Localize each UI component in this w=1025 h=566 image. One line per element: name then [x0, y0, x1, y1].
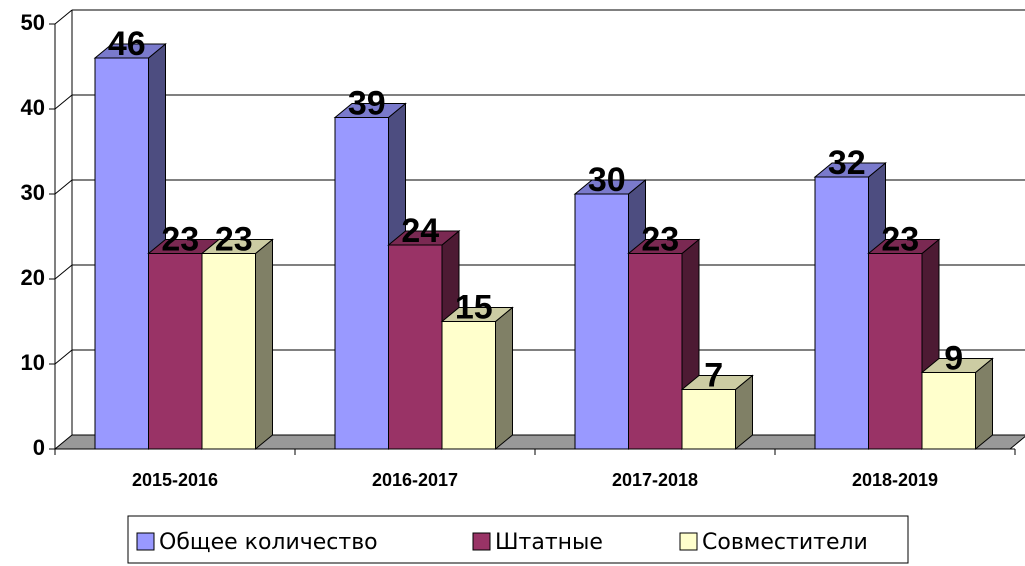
bar [574, 193, 629, 450]
x-tick-label: 2018-2019 [852, 470, 938, 490]
data-label: 32 [828, 144, 866, 182]
legend-swatch [679, 532, 698, 551]
legend-label: Штатные [495, 530, 603, 555]
grid-line [54, 264, 73, 280]
x-tick-label: 2016-2017 [372, 470, 458, 490]
bar-side [255, 238, 273, 451]
grid-line [54, 349, 73, 365]
x-tick-label: 2017-2018 [612, 470, 698, 490]
bar [334, 117, 389, 450]
bar [921, 372, 976, 450]
y-tick-label: 10 [21, 350, 45, 375]
data-label: 39 [348, 84, 386, 122]
legend-box [127, 515, 909, 564]
y-tick-label: 20 [21, 265, 45, 290]
legend-label: Совместители [702, 530, 868, 555]
data-label: 24 [401, 212, 439, 250]
bar [868, 253, 923, 450]
x-tick-label: 2015-2016 [132, 470, 218, 490]
y-tick-label: 50 [21, 10, 45, 35]
grid-line [54, 94, 73, 110]
legend-label: Общее количество [159, 530, 378, 555]
y-tick-label: 0 [33, 435, 45, 460]
bar [628, 253, 683, 450]
data-label: 46 [108, 25, 146, 63]
grid-line [54, 9, 73, 25]
bar [814, 176, 869, 450]
legend-swatch [472, 532, 491, 551]
bar [94, 57, 149, 450]
data-label: 23 [641, 220, 679, 258]
data-label: 23 [161, 220, 199, 258]
data-label: 9 [944, 339, 963, 377]
bar [201, 253, 256, 450]
bar-side [975, 357, 993, 451]
data-label: 23 [881, 220, 919, 258]
y-tick-label: 30 [21, 180, 45, 205]
bar [388, 244, 443, 450]
data-label: 15 [455, 288, 493, 326]
data-label: 30 [588, 161, 626, 199]
bar [681, 389, 736, 450]
bar [441, 321, 496, 450]
bar-side [495, 306, 513, 451]
data-label: 7 [704, 356, 723, 394]
data-label: 23 [215, 220, 253, 258]
legend-swatch [136, 532, 155, 551]
y-tick-label: 40 [21, 95, 45, 120]
bar [148, 253, 203, 450]
grid-line [54, 179, 73, 195]
